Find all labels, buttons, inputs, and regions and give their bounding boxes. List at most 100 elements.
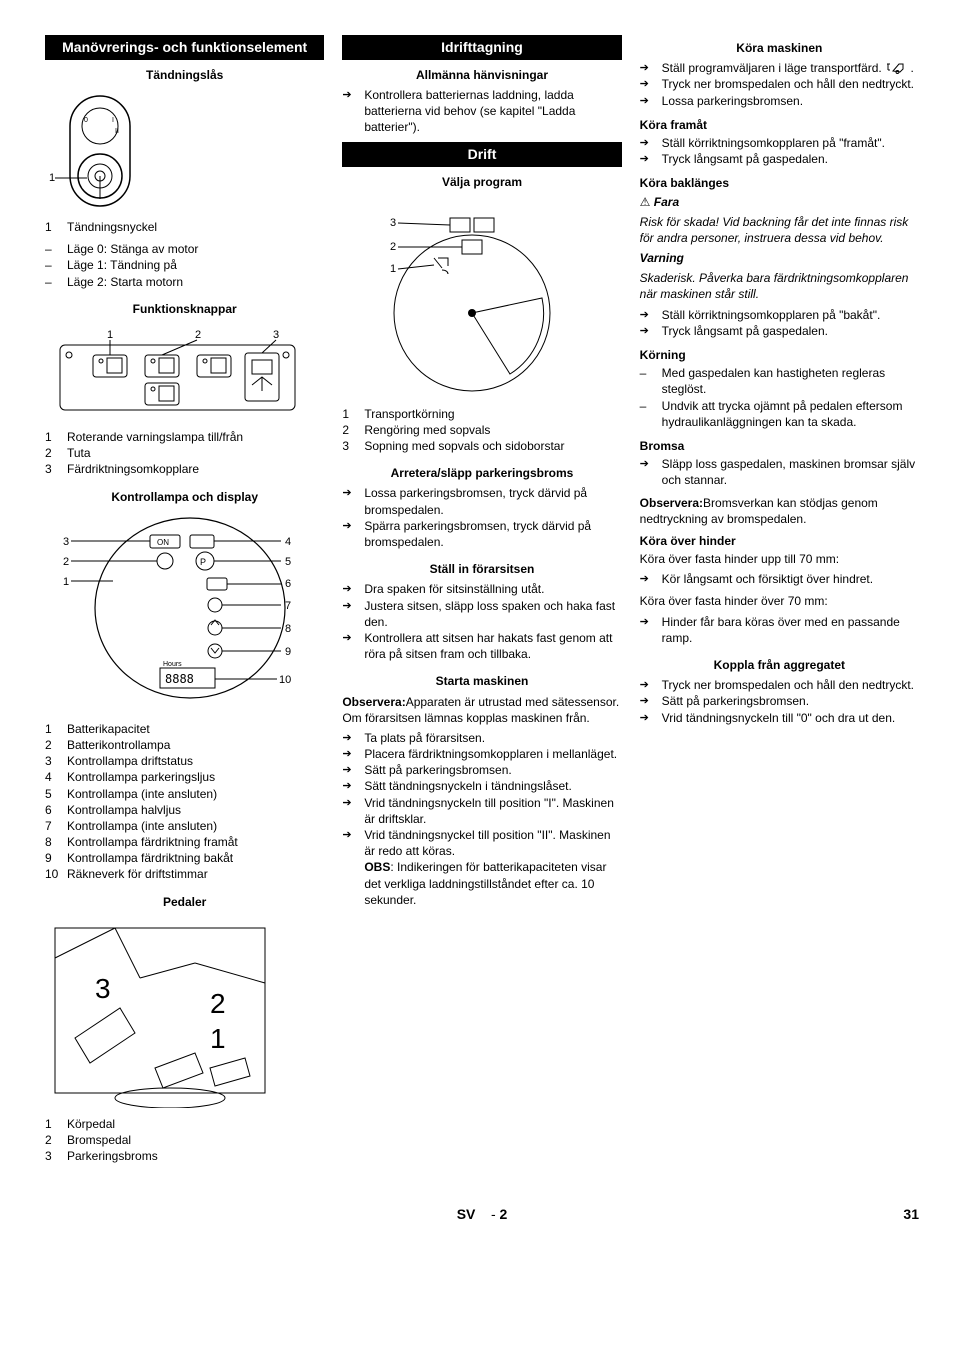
- figure-function-buttons: 1 2 3: [45, 325, 324, 421]
- list-item: Tryck ner bromspedalen och håll den nedt…: [640, 677, 919, 693]
- list-drive-machine: Ställ programväljaren i läge transportfä…: [640, 60, 919, 109]
- list-item: Placera färdriktningsomkopplaren i mella…: [342, 746, 621, 762]
- svg-text:0: 0: [84, 117, 88, 124]
- svg-text:P: P: [200, 557, 206, 567]
- para-brake-obs: Observera:Bromsverkan kan stödjas genom …: [640, 495, 919, 527]
- svg-text:8: 8: [285, 623, 291, 635]
- list-item: Läge 0: Stänga av motor: [45, 241, 324, 257]
- list-item: Läge 2: Starta motorn: [45, 274, 324, 290]
- text-varning: Skaderisk. Påverka bara färdriktningsomk…: [640, 270, 919, 302]
- list-item: Kör långsamt och försiktigt över hindret…: [640, 571, 919, 587]
- list-item: Körpedal: [45, 1116, 324, 1132]
- figure-pedals: 3 2 1: [45, 918, 324, 1108]
- text-hinder-70: Köra över fasta hinder upp till 70 mm:: [640, 551, 919, 567]
- list-item: Kontrollera batteriernas laddning, ladda…: [342, 87, 621, 136]
- heading-kora-baklanges: Köra baklänges: [640, 173, 919, 193]
- list-obstacle-1: Kör långsamt och försiktigt över hindret…: [640, 571, 919, 587]
- heading-kora-maskinen: Köra maskinen: [640, 35, 919, 60]
- list-item: Kontrollera att sitsen har hakats fast g…: [342, 630, 621, 662]
- list-item: Tryck långsamt på gaspedalen.: [640, 151, 919, 167]
- svg-text:2: 2: [390, 241, 396, 253]
- list-item: Undvik att trycka ojämnt på pedalen efte…: [640, 398, 919, 430]
- svg-text:4: 4: [285, 536, 291, 548]
- text-hinder-over-70: Köra över fasta hinder över 70 mm:: [640, 593, 919, 609]
- list-driving: Med gaspedalen kan hastigheten regleras …: [640, 365, 919, 430]
- heading-allmanna: Allmänna hänvisningar: [342, 62, 621, 87]
- heading-kontrollampa: Kontrollampa och display: [45, 484, 324, 509]
- list-item: Tuta: [45, 445, 324, 461]
- list-item: Ställ körriktningsomkopplaren på "framåt…: [640, 135, 919, 151]
- list-item: Kontrollampa färdriktning framåt: [45, 834, 324, 850]
- list-item: Transportkörning: [342, 406, 621, 422]
- svg-text:6: 6: [285, 578, 291, 590]
- label-fara: Fara: [654, 195, 679, 209]
- figure-program-selector: 3 2 1: [342, 198, 621, 398]
- list-item: Kontrollampa parkeringsljus: [45, 769, 324, 785]
- list-drive-reverse: Ställ körriktningsomkopplaren på "bakåt"…: [640, 307, 919, 339]
- svg-text:1: 1: [210, 1023, 226, 1054]
- figure-display-panel: ON P 8888 Hours 3 2 1 4 5: [45, 513, 324, 713]
- list-function-buttons: Roterande varningslampa till/från Tuta F…: [45, 429, 324, 478]
- list-display-items: Batterikapacitet Batterikontrollampa Kon…: [45, 721, 324, 883]
- heading-manovrerings: Manövrerings- och funktions­element: [45, 35, 324, 60]
- list-drive-forward: Ställ körriktningsomkopplaren på "framåt…: [640, 135, 919, 167]
- list-item: Sätt på parkeringsbromsen.: [342, 762, 621, 778]
- transport-mode-icon: [885, 62, 907, 74]
- svg-text:I: I: [112, 117, 114, 124]
- label-observera-brake: Observera:: [640, 496, 703, 510]
- heading-bromsa: Bromsa: [640, 436, 919, 456]
- list-item: Vrid tändningsnyckel till position "II".…: [342, 827, 621, 908]
- heading-stall-in: Ställ in förarsitsen: [342, 556, 621, 581]
- svg-text:ON: ON: [157, 538, 169, 547]
- list-item: Kontrollampa (inte ansluten): [45, 786, 324, 802]
- label-observera: Observera:: [342, 695, 405, 709]
- list-item: Kontrollampa färdriktning bakåt: [45, 850, 324, 866]
- svg-text:2: 2: [195, 329, 201, 341]
- list-programs: Transportkörning Rengöring med sopvals S…: [342, 406, 621, 455]
- list-item: Kontrollampa driftstatus: [45, 753, 324, 769]
- list-item: Rengöring med sopvals: [342, 422, 621, 438]
- para-observera-start: Observera:Apparaten är utrustad med säte…: [342, 694, 621, 726]
- list-seat-adjust: Dra spaken för sitsinställning utåt. Jus…: [342, 581, 621, 662]
- list-item: Räkneverk för driftstimmar: [45, 866, 324, 882]
- svg-text:Hours: Hours: [163, 661, 182, 668]
- list-ignition-positions: Läge 0: Stänga av motor Läge 1: Tändning…: [45, 241, 324, 290]
- heading-drift: Drift: [342, 142, 621, 167]
- list-item: Tryck långsamt på gaspedalen.: [640, 323, 919, 339]
- text-fara: Risk för skada! Vid backning får det int…: [640, 214, 919, 246]
- svg-text:3: 3: [390, 217, 396, 229]
- list-item: Tryck ner bromspedalen och håll den nedt…: [640, 76, 919, 92]
- list-item: Hinder får bara köras över med en passan…: [640, 614, 919, 646]
- heading-arretera: Arretera/släpp parkeringsbroms: [342, 460, 621, 485]
- column-1: Manövrerings- och funktions­element Tänd…: [45, 35, 324, 1170]
- list-item: Ta plats på förarsitsen.: [342, 730, 621, 746]
- list-obstacle-2: Hinder får bara köras över med en passan…: [640, 614, 919, 646]
- list-item: Vrid tändningsnyckeln till position "I".…: [342, 795, 621, 827]
- footer-page-local: 2: [500, 1206, 508, 1222]
- list-item: Justera sitsen, släpp loss spaken och ha…: [342, 598, 621, 630]
- svg-text:3: 3: [63, 536, 69, 548]
- list-item: Roterande varningslampa till/från: [45, 429, 324, 445]
- list-item: Lossa parkeringsbromsen.: [640, 93, 919, 109]
- footer-sep: -: [491, 1206, 496, 1222]
- text-obs2: : Indikeringen för batterikapaciteten vi…: [364, 860, 606, 906]
- list-item: Sätt tändningsnyckeln i tändningslåset.: [342, 778, 621, 794]
- heading-tandningslas: Tändningslås: [45, 62, 324, 87]
- para-danger: ⚠ Fara: [640, 194, 919, 210]
- svg-text:3: 3: [95, 973, 111, 1004]
- list-item: Med gaspedalen kan hastigheten regleras …: [640, 365, 919, 397]
- list-parking-brake: Lossa parkeringsbromsen, tryck därvid på…: [342, 485, 621, 550]
- heading-korning: Körning: [640, 345, 919, 365]
- list-ignition-key: Tändningsnyckel: [45, 219, 324, 235]
- label-obs: OBS: [364, 860, 390, 874]
- svg-text:1: 1: [49, 172, 55, 184]
- list-disconnect: Tryck ner bromspedalen och håll den nedt…: [640, 677, 919, 726]
- list-item: Ställ programväljaren i läge transportfä…: [640, 60, 919, 76]
- heading-idrifttagning: Idrifttagning: [342, 35, 621, 60]
- list-item: Kontrollampa halvljus: [45, 802, 324, 818]
- svg-text:3: 3: [273, 329, 279, 341]
- svg-text:8888: 8888: [165, 672, 194, 686]
- list-pedals: Körpedal Bromspedal Parkeringsbroms: [45, 1116, 324, 1165]
- list-item: Lossa parkeringsbromsen, tryck därvid på…: [342, 485, 621, 517]
- list-item: Ställ körriktningsomkopplaren på "bakåt"…: [640, 307, 919, 323]
